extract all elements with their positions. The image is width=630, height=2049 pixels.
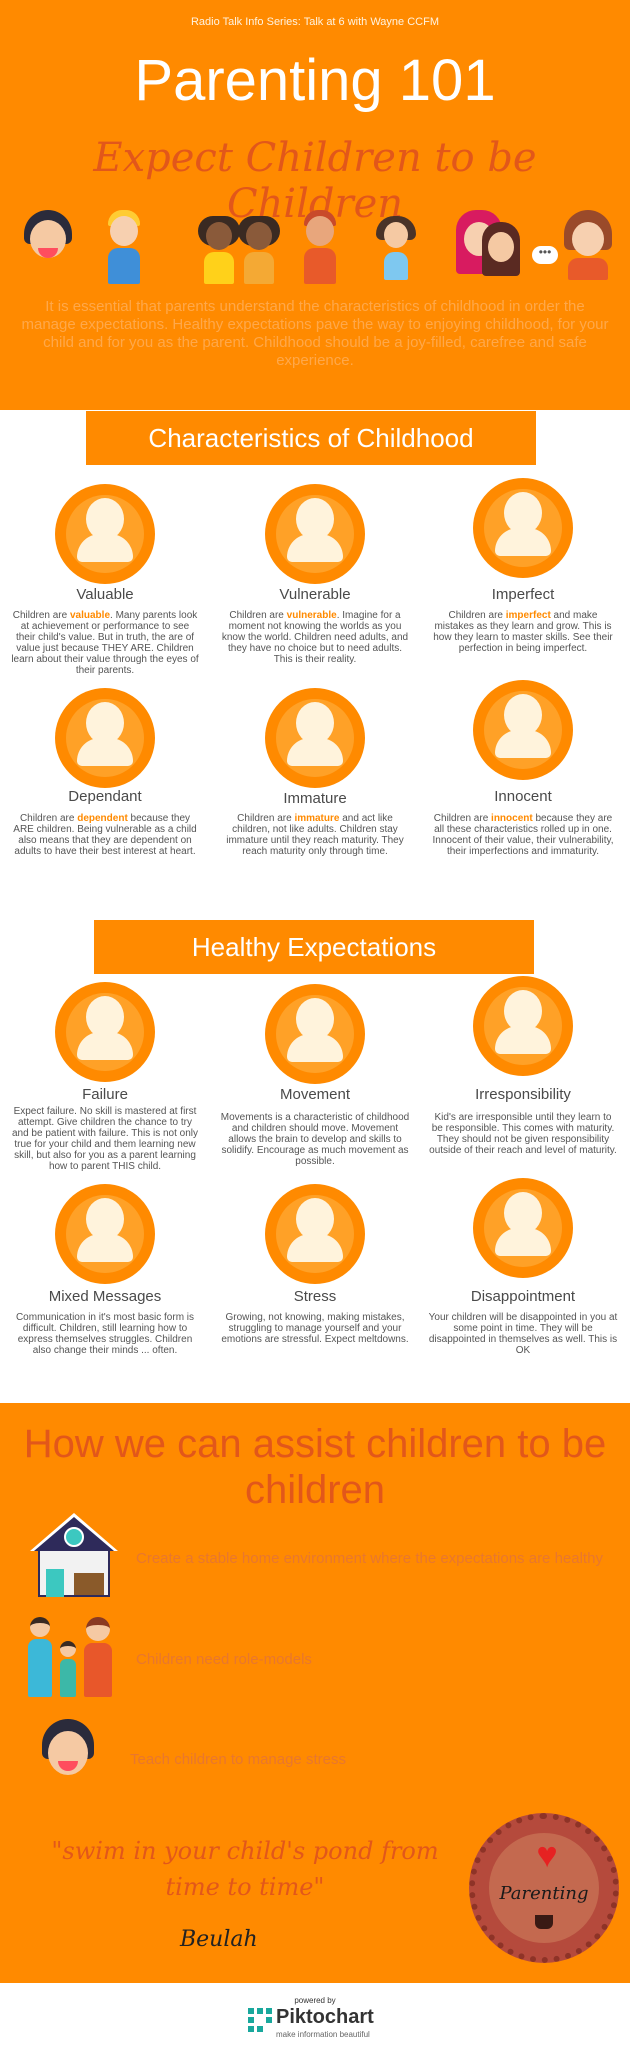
card-description: Children are immature and act like child…: [226, 813, 404, 857]
assist-item: Children need role-models: [136, 1651, 312, 1668]
card-title: Failure: [82, 1086, 128, 1103]
expectation-card-irresponsibility: Irresponsibility Kid's are irresponsible…: [428, 976, 618, 1176]
header-section: Radio Talk Info Series: Talk at 6 with W…: [0, 0, 630, 410]
girl-face-icon: [198, 216, 240, 286]
card-description: Expect failure. No skill is mastered at …: [11, 1106, 199, 1172]
child-silhouette-icon: [55, 484, 155, 584]
child-silhouette-icon: [55, 1184, 155, 1284]
characteristic-card-dependant: Dependant Children are dependent because…: [10, 688, 200, 883]
card-title: Irresponsibility: [475, 1086, 571, 1103]
assist-section: How we can assist children to be childre…: [0, 1403, 630, 1983]
characteristic-card-innocent: Innocent Children are innocent because t…: [428, 680, 618, 875]
card-title: Disappointment: [470, 1288, 576, 1305]
card-title: Dependant: [68, 788, 142, 805]
child-silhouette-icon: [473, 478, 573, 578]
girl-face-icon: [376, 216, 416, 282]
characteristic-card-vulnerable: Vulnerable Children are vulnerable. Imag…: [220, 484, 410, 679]
series-label: Radio Talk Info Series: Talk at 6 with W…: [190, 16, 439, 28]
page-title: Parenting 101: [134, 48, 496, 113]
brand-tagline: make information beautiful: [276, 2030, 370, 2039]
house-icon: [24, 1513, 124, 1599]
card-description: Children are vulnerable. Imagine for a m…: [221, 610, 409, 665]
card-description: Children are innocent because they are a…: [432, 813, 614, 857]
child-silhouette-icon: [265, 484, 365, 584]
badge-label: Parenting: [499, 1883, 589, 1904]
expectation-card-failure: Failure Expect failure. No skill is mast…: [10, 982, 200, 1182]
card-description: Growing, not knowing, making mistakes, s…: [221, 1312, 409, 1345]
card-description: Movements is a characteristic of childho…: [220, 1112, 410, 1167]
expectation-card-mixed-messages: Mixed Messages Communication in it's mos…: [10, 1184, 200, 1374]
card-title: Immature: [283, 790, 347, 807]
child-silhouette-icon: [265, 984, 365, 1084]
card-description: Communication in it's most basic form is…: [15, 1312, 195, 1356]
speech-bubble-icon: •••: [532, 246, 558, 264]
characteristic-card-imperfect: Imperfect Children are imperfect and mak…: [428, 478, 618, 673]
expectations-heading: Healthy Expectations: [94, 920, 534, 974]
card-description: Children are valuable. Many parents look…: [11, 610, 199, 676]
cup-icon: [535, 1915, 553, 1929]
woman-face-icon: [560, 210, 616, 280]
card-description: Your children will be disappointed in yo…: [428, 1312, 618, 1356]
piktochart-logo-icon: [248, 2008, 272, 2032]
assist-heading: How we can assist children to be childre…: [23, 1422, 607, 1512]
characteristic-card-immature: Immature Children are immature and act l…: [220, 688, 410, 883]
child-silhouette-icon: [55, 688, 155, 788]
card-title: Imperfect: [491, 586, 555, 603]
heart-icon: ♥: [536, 1834, 558, 1875]
assist-item: Create a stable home environment where t…: [136, 1550, 603, 1567]
woman-face-icon: [22, 210, 74, 270]
child-silhouette-icon: [473, 680, 573, 780]
intro-text: It is essential that parents understand …: [21, 298, 609, 369]
characteristic-card-valuable: Valuable Children are valuable. Many par…: [10, 484, 200, 679]
card-description: Children are dependent because they ARE …: [13, 813, 197, 857]
expectation-card-disappointment: Disappointment Your children will be dis…: [428, 1178, 618, 1368]
child-silhouette-icon: [473, 976, 573, 1076]
boy-face-icon: [300, 210, 340, 286]
woman-face-icon: [40, 1719, 96, 1783]
powered-by-label: powered by: [294, 1996, 336, 2005]
page-subtitle: Expect Children to be Children: [93, 135, 537, 227]
card-title: Valuable: [76, 586, 134, 603]
boy-face-icon: [104, 210, 144, 286]
expectation-card-stress: Stress Growing, not knowing, making mist…: [220, 1184, 410, 1374]
expectation-card-movement: Movement Movements is a characteristic o…: [220, 984, 410, 1184]
child-silhouette-icon: [473, 1178, 573, 1278]
card-title: Movement: [279, 1086, 351, 1103]
assist-item: Teach children to manage stress: [130, 1751, 346, 1768]
brand-name[interactable]: Piktochart: [276, 2006, 374, 2028]
card-title: Innocent: [494, 788, 552, 805]
child-silhouette-icon: [55, 982, 155, 1082]
card-description: Children are imperfect and make mistakes…: [433, 610, 613, 654]
child-silhouette-icon: [265, 688, 365, 788]
girl-face-icon: [238, 216, 280, 286]
card-description: Kid's are irresponsible until they learn…: [429, 1112, 617, 1156]
quote-author: Beulah: [180, 1927, 258, 1952]
card-title: Vulnerable: [279, 586, 351, 603]
card-title: Stress: [293, 1288, 337, 1305]
quote-text: "swim in your child's pond from time to …: [51, 1837, 439, 1901]
card-title: Mixed Messages: [48, 1288, 162, 1305]
child-silhouette-icon: [265, 1184, 365, 1284]
characteristics-heading: Characteristics of Childhood: [86, 411, 536, 465]
women-face-icon: [456, 210, 522, 278]
family-icon: [26, 1617, 118, 1699]
parenting-badge: ♥ Parenting: [469, 1813, 619, 1963]
